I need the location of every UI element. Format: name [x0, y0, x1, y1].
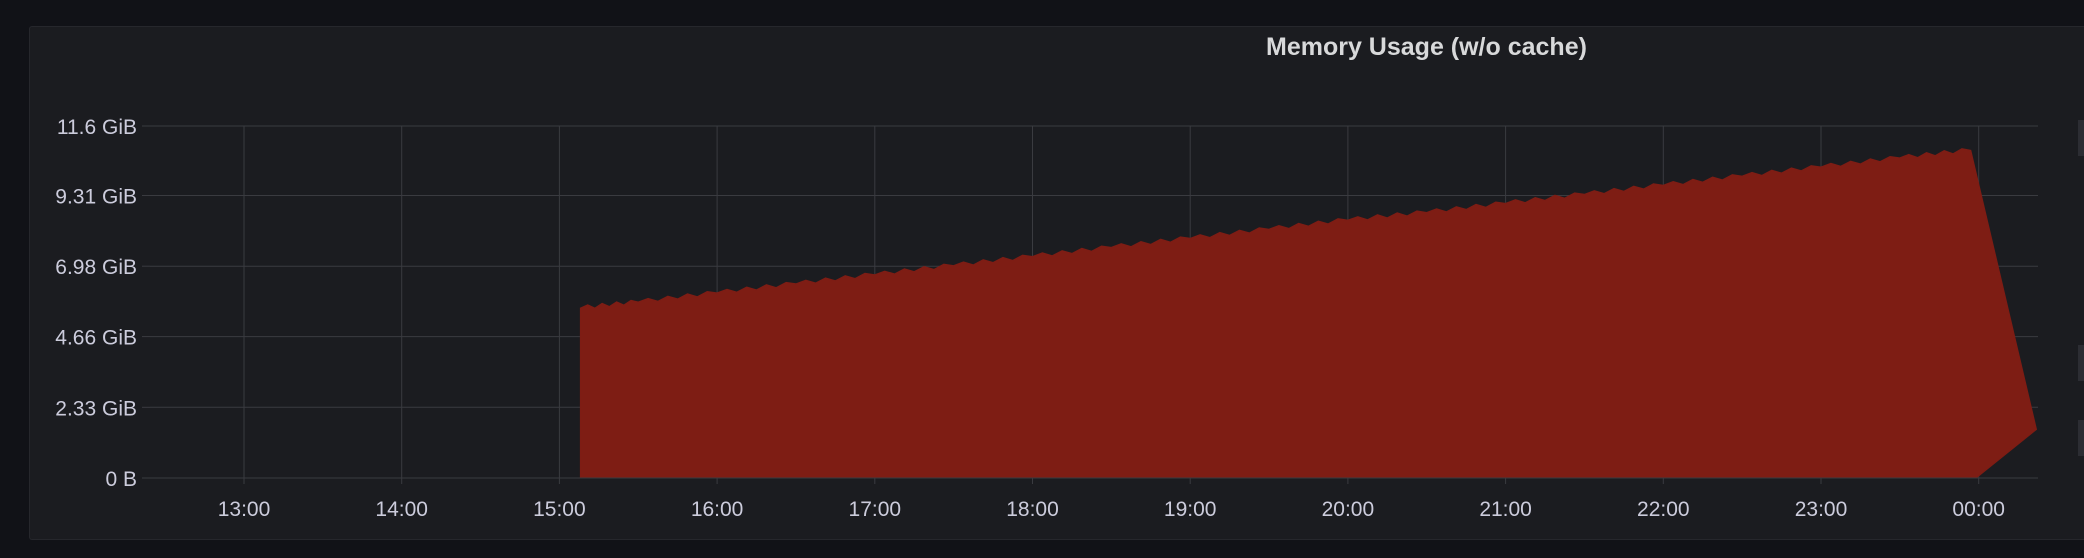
x-tick-label: 14:00 [375, 498, 428, 521]
right-edge-marker [2078, 345, 2084, 381]
right-edge-marker [2078, 420, 2084, 456]
x-tick-label: 18:00 [1006, 498, 1059, 521]
right-edge-marker [2078, 120, 2084, 156]
x-axis-tick-labels: 13:00 14:00 15:00 16:00 17:00 18:00 19:00 20:00… [218, 498, 2005, 521]
y-tick-label: 2.33 GiB [55, 397, 137, 420]
y-tick-label: 4.66 GiB [55, 327, 137, 350]
y-tick-label: 6.98 GiB [55, 256, 137, 279]
x-tick-label: 20:00 [1322, 498, 1375, 521]
x-tick-label: 16:00 [691, 498, 744, 521]
series-layer [150, 148, 2038, 479]
y-tick-label: 0 B [105, 468, 137, 491]
x-tick-label: 19:00 [1164, 498, 1217, 521]
y-tick-label: 9.31 GiB [55, 185, 137, 208]
x-tick-label: 17:00 [849, 498, 902, 521]
x-tick-label: 22:00 [1637, 498, 1690, 521]
x-tick-label: 15:00 [533, 498, 586, 521]
x-tick-label: 23:00 [1795, 498, 1848, 521]
y-axis-tick-labels: 11.6 GiB 9.31 GiB 6.98 GiB 4.66 GiB 2.33 GiB… [55, 116, 137, 491]
x-tick-label: 13:00 [218, 498, 271, 521]
panel-title: Memory Usage (w/o cache) [1266, 33, 1587, 61]
x-tick-label: 00:00 [1952, 498, 2005, 521]
memory-area-series [579, 148, 2038, 479]
x-tick-label: 21:00 [1479, 498, 1532, 521]
y-tick-label: 11.6 GiB [57, 116, 137, 139]
